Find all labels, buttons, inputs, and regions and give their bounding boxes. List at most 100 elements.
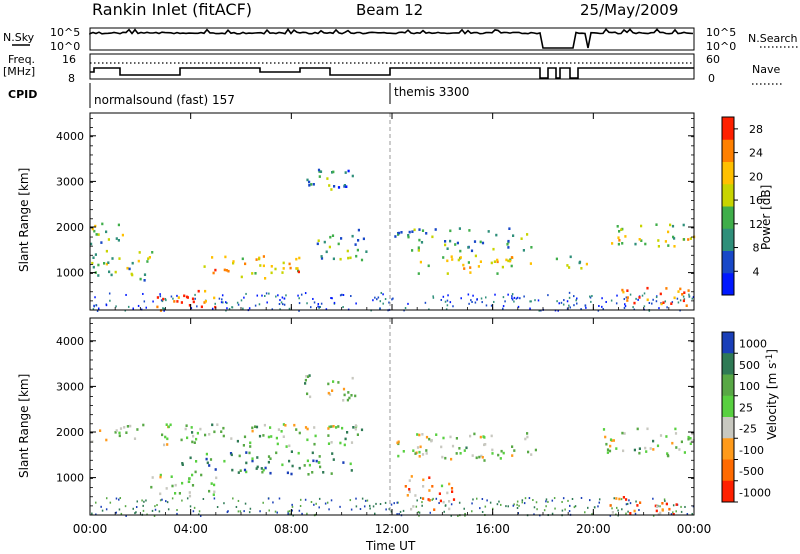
range-cell <box>333 301 336 304</box>
colorbar-tick-label: 16 <box>749 194 763 207</box>
range-cell <box>481 456 484 459</box>
range-cell <box>380 291 383 294</box>
nsky-label: N.Sky <box>3 31 35 44</box>
range-cell <box>153 514 156 517</box>
range-cell <box>649 447 652 450</box>
range-cell <box>682 299 685 303</box>
range-cell <box>303 464 306 467</box>
range-cell <box>297 451 300 455</box>
range-cell <box>414 494 417 497</box>
range-cell <box>448 482 451 486</box>
range-cell <box>166 443 169 446</box>
range-cell <box>115 429 118 432</box>
range-cell <box>643 305 646 308</box>
range-cell <box>208 464 211 467</box>
range-cell <box>429 511 432 514</box>
range-cell <box>417 511 420 514</box>
range-cell <box>139 277 142 281</box>
range-cell <box>673 245 676 248</box>
range-cell <box>601 297 603 300</box>
range-cell <box>363 505 366 508</box>
range-cell <box>470 299 472 302</box>
range-cell <box>416 433 419 436</box>
range-cell <box>554 507 556 510</box>
range-cell <box>97 233 100 236</box>
range-cell <box>180 301 183 304</box>
range-cell <box>609 444 612 448</box>
colorbar-segment <box>722 206 734 229</box>
range-cell <box>262 264 265 268</box>
colorbar-segment <box>722 417 734 439</box>
range-cell <box>547 500 549 503</box>
range-cell <box>328 184 331 187</box>
range-cell <box>459 256 462 259</box>
range-cell <box>91 261 94 265</box>
range-cell <box>661 509 664 512</box>
range-cell <box>348 396 351 400</box>
range-cell <box>476 298 478 301</box>
range-cell <box>438 502 440 505</box>
range-cell <box>270 265 273 268</box>
range-cell <box>459 452 462 455</box>
range-cell <box>511 298 514 301</box>
range-cell <box>339 294 342 297</box>
range-cell <box>484 505 487 508</box>
range-cell <box>299 498 302 501</box>
colorbar-tick-label: 4 <box>753 265 760 278</box>
range-cell <box>530 453 533 456</box>
range-cell <box>258 257 261 261</box>
range-cell <box>396 501 399 504</box>
range-cell <box>410 507 413 511</box>
range-cell <box>361 497 364 500</box>
range-cell <box>435 433 438 436</box>
range-cell <box>397 231 401 235</box>
range-cell <box>413 228 416 232</box>
range-cell <box>408 230 411 234</box>
range-cell <box>93 305 95 308</box>
range-cell <box>275 436 278 440</box>
range-cell <box>566 300 569 303</box>
range-cell <box>404 485 407 488</box>
range-cell <box>259 510 261 513</box>
range-cell <box>533 513 535 516</box>
colorbar-segment <box>722 480 734 503</box>
range-cell <box>510 264 513 268</box>
x-tick-label: 00:00 <box>677 522 712 536</box>
range-cell <box>145 499 147 502</box>
range-cell <box>194 297 196 300</box>
range-cell <box>216 506 219 509</box>
range-cell <box>300 293 303 296</box>
range-cell <box>111 257 114 260</box>
y-tick-label: 3000 <box>56 175 84 188</box>
range-cell <box>481 510 484 513</box>
range-cell <box>309 395 312 399</box>
range-cell <box>507 239 510 243</box>
range-cell <box>297 270 300 274</box>
range-cell <box>667 230 670 234</box>
range-cell <box>516 507 519 510</box>
range-cell <box>478 455 481 459</box>
range-cell <box>259 264 262 267</box>
range-cell <box>117 239 120 242</box>
range-cell <box>291 505 294 508</box>
range-cell <box>237 471 240 474</box>
range-cell <box>449 229 452 233</box>
range-cell <box>354 426 357 429</box>
range-cell <box>613 497 615 500</box>
range-cell <box>364 499 367 502</box>
range-cell <box>628 499 630 502</box>
range-cell <box>417 272 420 275</box>
range-cell <box>634 512 637 515</box>
range-cell <box>186 497 189 500</box>
range-cell <box>125 293 127 296</box>
range-cell <box>337 381 340 384</box>
range-cell <box>521 501 524 504</box>
range-cell <box>501 265 504 269</box>
range-cell <box>156 296 159 299</box>
range-cell <box>318 497 321 500</box>
range-cell <box>318 170 321 173</box>
range-cell <box>495 233 498 237</box>
range-cell <box>165 500 167 503</box>
colorbar-tick-label: -500 <box>739 465 764 478</box>
range-cell <box>315 459 318 463</box>
